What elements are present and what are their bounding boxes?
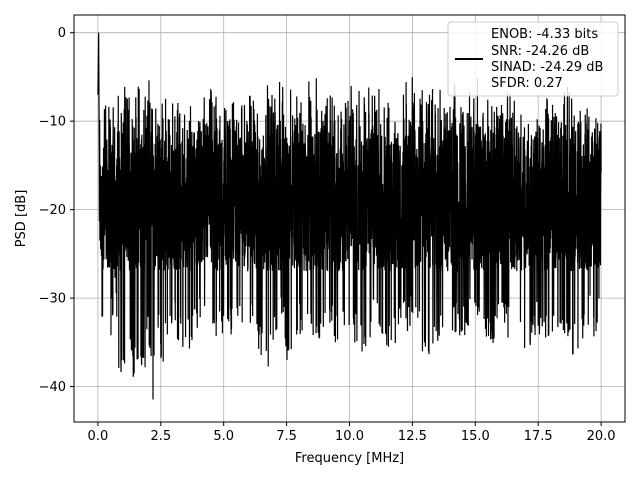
legend: ENOB: -4.33 bits SNR: -24.26 dB SINAD: -…	[447, 21, 619, 97]
legend-box	[447, 21, 619, 97]
y-tick-label: −30	[39, 292, 66, 307]
legend-line-sfdr: SFDR: 0.27	[491, 76, 563, 91]
y-tick-label: 0	[58, 26, 66, 41]
x-tick-label: 5.0	[213, 429, 234, 444]
legend-line-enob: ENOB: -4.33 bits	[491, 27, 598, 42]
x-axis-label: Frequency [MHz]	[295, 451, 404, 466]
y-tick-label: −40	[39, 380, 66, 395]
x-tick-label: 12.5	[398, 429, 427, 444]
y-axis-label: PSD [dB]	[14, 190, 29, 248]
ticks: 0.0 2.5 5.0 7.5 10.0 12.5 15.0 17.5 20.0 0 −10 −20 −…	[39, 26, 616, 444]
x-tick-label: 0.0	[88, 429, 109, 444]
x-tick-label: 20.0	[587, 429, 616, 444]
series-layer	[97, 32, 602, 400]
y-tick-label: −20	[39, 203, 66, 218]
legend-line-snr: SNR: -24.26 dB	[491, 44, 589, 59]
y-tick-label: −10	[39, 115, 66, 130]
x-tick-label: 7.5	[276, 429, 297, 444]
x-tick-label: 17.5	[524, 429, 553, 444]
x-tick-label: 2.5	[150, 429, 171, 444]
psd-series-line	[97, 32, 602, 400]
x-tick-label: 15.0	[461, 429, 490, 444]
x-tick-label: 10.0	[335, 429, 364, 444]
legend-line-sinad: SINAD: -24.29 dB	[491, 60, 603, 75]
